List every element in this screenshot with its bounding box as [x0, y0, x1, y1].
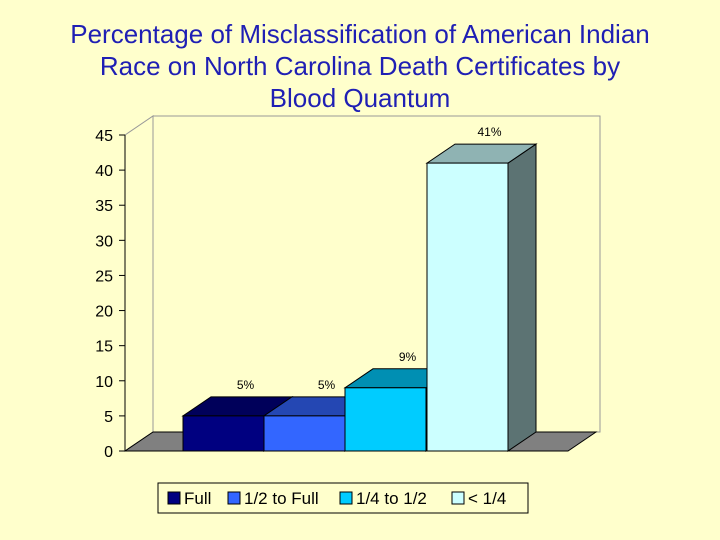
y-tick-label: 5 [104, 409, 113, 426]
legend-label: Full [184, 489, 211, 508]
y-tick-label: 25 [95, 268, 113, 285]
legend-swatch [167, 491, 181, 505]
chart-title-line-3: Blood Quantum [269, 83, 451, 113]
y-tick-label: 45 [95, 128, 113, 145]
legend-swatch [339, 491, 353, 505]
legend-swatch [227, 491, 241, 505]
bar [263, 415, 346, 452]
chart-side-wall [124, 115, 154, 452]
data-label: 9% [399, 350, 417, 364]
data-label: 5% [237, 378, 255, 392]
y-tick-label: 15 [95, 339, 113, 356]
y-tick-label: 20 [95, 304, 113, 321]
data-label: 5% [318, 378, 336, 392]
y-tick-label: 35 [95, 198, 113, 215]
chart-title-line-1: Percentage of Misclassification of Ameri… [70, 19, 650, 49]
bar [182, 415, 265, 452]
chart-title: Percentage of Misclassification of Ameri… [0, 18, 720, 114]
y-tick-label: 0 [104, 444, 113, 461]
chart-title-line-2: Race on North Carolina Death Certificate… [99, 51, 621, 81]
legend-swatch [451, 491, 465, 505]
y-tick-label: 10 [95, 374, 113, 391]
data-label: 41% [477, 125, 501, 139]
legend-label: 1/2 to Full [244, 489, 319, 508]
y-tick-label: 40 [95, 163, 113, 180]
bar-side [507, 143, 537, 452]
legend-label: 1/4 to 1/2 [356, 489, 427, 508]
bar [344, 387, 427, 452]
bar [426, 162, 509, 452]
y-tick-label: 30 [95, 233, 113, 250]
legend-label: < 1/4 [468, 489, 506, 508]
